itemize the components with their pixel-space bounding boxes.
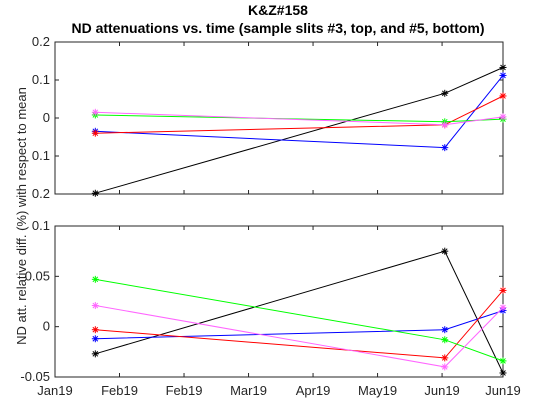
bottom-y-tick-label: 0 <box>43 319 50 334</box>
top-point-black <box>499 63 507 71</box>
bottom-point-green <box>91 275 99 283</box>
top-point-pink <box>441 121 449 129</box>
y-axis-label: ND att. relative diff. (%) with respect … <box>14 87 29 345</box>
top-y-tick-label: 0.2 <box>32 186 50 201</box>
bottom-point-pink <box>441 363 449 371</box>
bottom-x-tick-label: May19 <box>358 383 397 398</box>
bottom-point-blue <box>441 326 449 334</box>
bottom-point-red <box>441 354 449 362</box>
top-y-tick-label: 0.2 <box>32 34 50 49</box>
top-y-tick-label: 0.1 <box>32 72 50 87</box>
bottom-x-tick-label: Feb19 <box>166 383 203 398</box>
top-y-tick-label: 0 <box>43 110 50 125</box>
top-axes-frame <box>54 41 504 195</box>
bottom-x-tick-label: Jun19 <box>485 383 520 398</box>
top-point-red <box>499 92 507 100</box>
top-point-red <box>91 129 99 137</box>
top-point-black <box>441 89 449 97</box>
top-point-blue <box>441 144 449 152</box>
bottom-y-tick-label: -0.05 <box>20 369 50 384</box>
bottom-y-tick-label: 0.1 <box>32 218 50 233</box>
bottom-axes-frame <box>54 225 504 378</box>
figure-title-line-1: K&Z#158 <box>248 2 308 18</box>
bottom-x-tick-label: Apr19 <box>296 383 331 398</box>
top-point-blue <box>499 71 507 79</box>
bottom-point-green <box>499 357 507 365</box>
bottom-point-red <box>91 326 99 334</box>
bottom-point-green <box>441 336 449 344</box>
bottom-x-tick-label: Jun19 <box>424 383 459 398</box>
top-point-pink <box>91 108 99 116</box>
top-y-tick-label: 0.1 <box>32 148 50 163</box>
bottom-point-black <box>499 369 507 377</box>
bottom-point-pink <box>91 302 99 310</box>
bottom-x-tick-label: Mar19 <box>230 383 267 398</box>
bottom-point-blue <box>91 335 99 343</box>
figure-title-line-2: ND attenuations vs. time (sample slits #… <box>71 20 484 36</box>
top-point-black <box>91 189 99 197</box>
bottom-point-red <box>499 286 507 294</box>
bottom-x-tick-label: Feb19 <box>101 383 138 398</box>
top-point-pink <box>499 113 507 121</box>
top-plot: 0.2 0.1 0 0.1 0.2 <box>32 34 507 201</box>
bottom-y-tick-label: 0.05 <box>25 268 50 283</box>
bottom-point-pink <box>499 304 507 312</box>
bottom-point-black <box>91 350 99 358</box>
bottom-point-black <box>441 247 449 255</box>
bottom-x-tick-label: Jan19 <box>37 383 72 398</box>
